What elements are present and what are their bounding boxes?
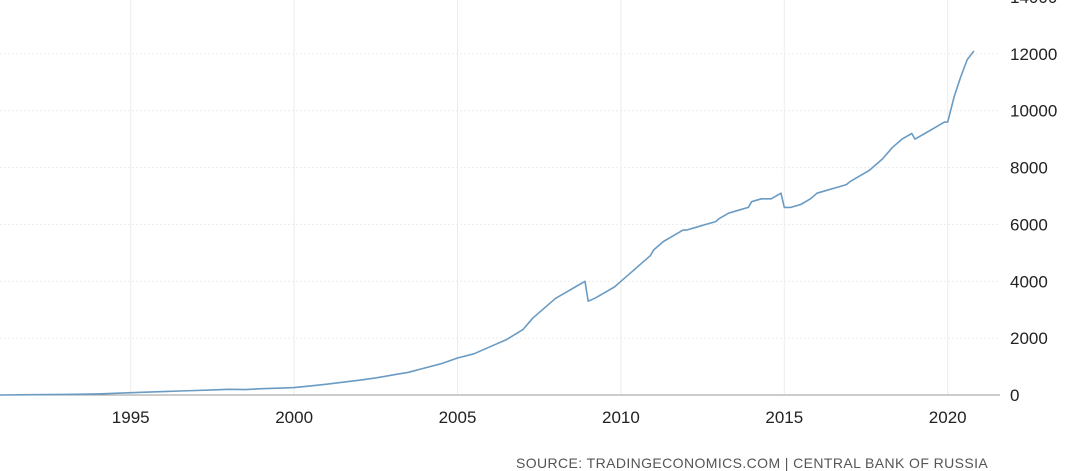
y-tick-label-0: 0 (1010, 386, 1019, 405)
x-tick-label-2015: 2015 (765, 408, 803, 427)
y-tick-label-6000: 6000 (1010, 215, 1048, 234)
series-line-0 (0, 50, 975, 396)
y-tick-label-14000: 14000 (1010, 0, 1057, 7)
x-axis-tick-labels: 1995 2000 2005 2010 2015 2020 (112, 408, 967, 427)
y-tick-label-4000: 4000 (1010, 272, 1048, 291)
y-tick-label-2000: 2000 (1010, 329, 1048, 348)
x-tick-label-2020: 2020 (929, 408, 967, 427)
series-layer (0, 50, 975, 396)
y-axis-tick-labels: 0 2000 4000 6000 8000 10000 12000 14000 (1010, 0, 1057, 405)
source-note: SOURCE: TRADINGECONOMICS.COM | CENTRAL B… (516, 455, 989, 471)
gridlines (0, 0, 1000, 395)
x-tick-label-2000: 2000 (275, 408, 313, 427)
x-tick-label-2010: 2010 (602, 408, 640, 427)
x-tick-label-1995: 1995 (112, 408, 150, 427)
y-tick-label-10000: 10000 (1010, 102, 1057, 121)
y-tick-label-8000: 8000 (1010, 159, 1048, 178)
y-tick-label-12000: 12000 (1010, 45, 1057, 64)
x-tick-label-2005: 2005 (439, 408, 477, 427)
